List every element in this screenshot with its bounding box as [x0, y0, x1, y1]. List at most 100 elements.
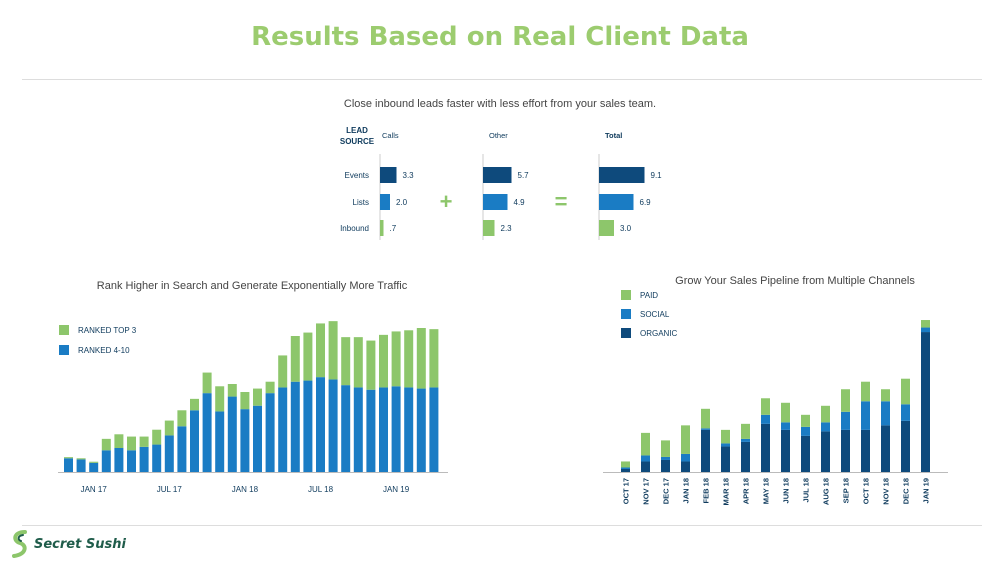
pipeline-x-tick-label: JUL 18: [802, 478, 811, 502]
pipeline-bar-social: [741, 438, 750, 442]
traffic-x-tick-label: JUL 18: [308, 485, 334, 494]
traffic-bar-ranked-4-10: [177, 426, 187, 472]
legend-label-ranked-top-3: RANKED TOP 3: [78, 326, 137, 335]
legend-label-organic: ORGANIC: [640, 329, 678, 338]
lead-value-total-lists: 6.9: [640, 198, 652, 207]
lead-category-inbound: Inbound: [340, 224, 369, 233]
traffic-bar-ranked-top-3: [303, 332, 313, 381]
plus-operator: +: [440, 189, 453, 214]
pipeline-x-tick-label: JAN 18: [682, 478, 691, 503]
pipeline-bar-social: [921, 327, 930, 333]
page-title: Results Based on Real Client Data: [251, 22, 749, 52]
traffic-bar-ranked-4-10: [265, 393, 275, 472]
traffic-bar-ranked-4-10: [353, 387, 363, 472]
pipeline-x-tick-label: SEP 18: [842, 478, 851, 503]
pipeline-bar-social: [861, 401, 870, 430]
charts-canvas: LEAD SOURCE Events Lists Inbound Calls 3.3 2.0.…: [58, 126, 948, 506]
pipeline-bar-paid: [821, 405, 830, 423]
pipeline-x-tick-label: MAR 18: [722, 478, 731, 506]
traffic-bar-ranked-top-3: [391, 331, 401, 387]
pipeline-bar-social: [801, 426, 810, 436]
traffic-bar-ranked-4-10: [215, 411, 225, 472]
traffic-bar-ranked-4-10: [240, 409, 250, 472]
lead-value-total-events: 9.1: [651, 171, 663, 180]
pipeline-x-tick-label: NOV 18: [882, 478, 891, 505]
pipeline-bar-paid: [681, 425, 690, 454]
lead-value-calls-lists: 2.0: [396, 198, 408, 207]
traffic-bar-ranked-top-3: [253, 388, 262, 406]
traffic-bar-ranked-4-10: [404, 387, 414, 472]
pipeline-bar-paid: [721, 429, 730, 444]
lead-bar-calls-inbound: [380, 220, 384, 236]
traffic-bar-ranked-top-3: [114, 434, 124, 448]
pipeline-x-tick-label: NOV 17: [642, 478, 651, 505]
traffic-x-tick-label: JAN 17: [81, 485, 108, 494]
traffic-bar-ranked-top-3: [240, 392, 250, 410]
lead-value-other-inbound: 2.3: [501, 224, 513, 233]
traffic-bar-ranked-4-10: [202, 393, 212, 472]
traffic-bar-ranked-top-3: [366, 340, 376, 390]
traffic-bar-ranked-top-3: [404, 330, 414, 388]
traffic-x-tick-label: JAN 18: [232, 485, 259, 494]
pipeline-bar-social: [701, 428, 710, 430]
traffic-bar-ranked-4-10: [341, 385, 351, 472]
traffic-bar-ranked-top-3: [227, 384, 237, 397]
pipeline-x-tick-label: DEC 17: [662, 478, 671, 504]
lead-chart-title: Close inbound leads faster with less eff…: [343, 98, 657, 110]
traffic-bar-ranked-top-3: [76, 458, 86, 460]
legend-swatch-ranked-4-10: [59, 345, 69, 355]
traffic-bar-ranked-4-10: [152, 444, 162, 472]
pipeline-bar-organic: [721, 446, 730, 472]
pipeline-bar-social: [721, 443, 730, 447]
pipeline-bar-paid: [881, 389, 890, 402]
traffic-bar-ranked-top-3: [341, 337, 351, 386]
pipeline-bar-organic: [781, 429, 790, 472]
traffic-bar-ranked-top-3: [64, 457, 73, 459]
pipeline-bar-social: [681, 453, 690, 462]
pipeline-bar-paid: [801, 414, 810, 427]
pipeline-bar-social: [881, 401, 890, 426]
pipeline-bar-paid: [861, 381, 870, 402]
pipeline-bar-organic: [681, 461, 690, 472]
traffic-bar-ranked-4-10: [114, 448, 124, 472]
lead-series-label-total: Total: [605, 131, 622, 140]
pipeline-bar-organic: [621, 468, 630, 472]
traffic-bar-ranked-4-10: [253, 405, 262, 472]
traffic-bar-ranked-top-3: [328, 321, 338, 380]
lead-value-calls-events: 3.3: [403, 171, 415, 180]
pipeline-x-tick-label: DEC 18: [902, 478, 911, 504]
pipeline-bar-social: [821, 422, 830, 432]
pipeline-bar-social: [761, 414, 770, 424]
traffic-bar-ranked-4-10: [379, 387, 388, 472]
traffic-bar-ranked-top-3: [101, 438, 111, 451]
pipeline-x-tick-label: MAY 18: [762, 478, 771, 504]
traffic-bar-ranked-top-3: [190, 398, 199, 411]
pipeline-bar-social: [781, 422, 790, 430]
pipeline-bar-organic: [701, 429, 710, 472]
pipeline-x-tick-label: FEB 18: [702, 478, 711, 503]
pipeline-x-tick-label: JAN 19: [922, 478, 931, 503]
traffic-bar-ranked-4-10: [366, 389, 376, 472]
pipeline-bar-social: [621, 467, 630, 469]
traffic-bar-ranked-4-10: [316, 377, 325, 472]
lead-bar-calls-lists: [380, 194, 390, 210]
traffic-bar-ranked-4-10: [127, 450, 136, 472]
traffic-bar-ranked-4-10: [290, 381, 300, 472]
pipeline-x-tick-label: JUN 18: [782, 478, 791, 503]
traffic-bar-ranked-4-10: [139, 446, 149, 472]
traffic-bar-ranked-top-3: [164, 420, 174, 436]
legend-label-ranked-4-10: RANKED 4-10: [78, 346, 130, 355]
traffic-bar-ranked-top-3: [316, 323, 325, 378]
traffic-bar-ranked-top-3: [429, 329, 439, 388]
pipeline-x-tick-label: OCT 18: [862, 478, 871, 504]
row-header-line1: LEAD: [346, 126, 368, 135]
traffic-bar-ranked-4-10: [303, 380, 313, 472]
traffic-bar-ranked-4-10: [164, 435, 174, 472]
lead-value-calls-inbound: .7: [390, 224, 397, 233]
pipeline-bar-paid: [701, 408, 710, 429]
pipeline-bar-organic: [921, 332, 930, 472]
traffic-bar-ranked-top-3: [139, 436, 149, 447]
brand-logo: Secret Sushi: [10, 529, 126, 559]
lead-bar-total-events: [599, 167, 645, 183]
pipeline-bar-paid: [901, 378, 910, 405]
